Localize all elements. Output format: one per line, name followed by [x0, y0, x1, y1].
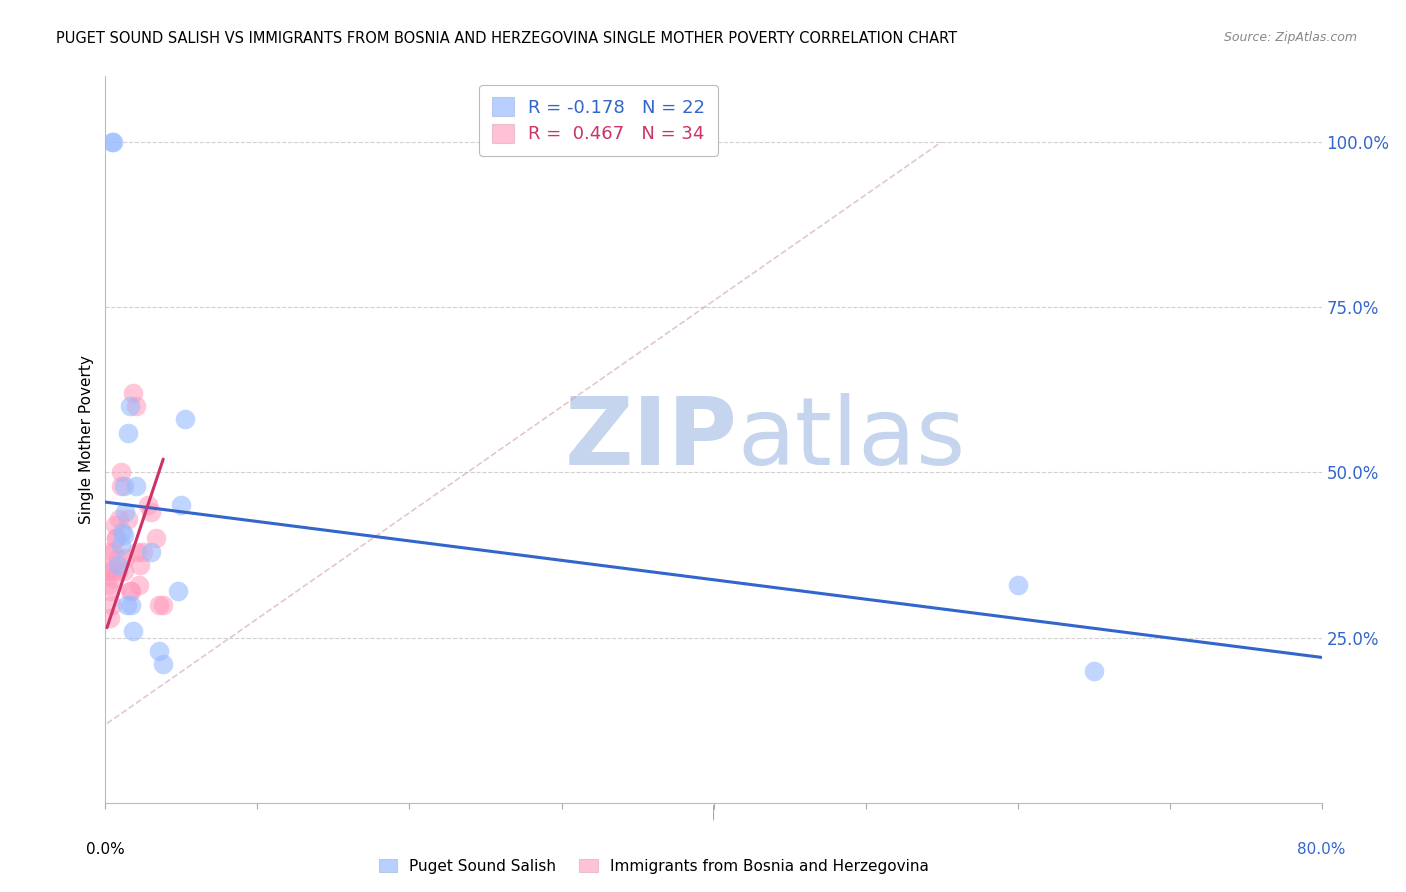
Point	[173, 412, 195, 426]
Point	[112, 528, 135, 542]
Point	[139, 505, 162, 519]
Point	[118, 399, 141, 413]
Point	[120, 598, 142, 612]
Point	[152, 657, 174, 671]
Legend: R = -0.178   N = 22, R =  0.467   N = 34: R = -0.178 N = 22, R = 0.467 N = 34	[479, 85, 717, 156]
Point	[105, 532, 128, 546]
Point	[1083, 664, 1105, 678]
Point	[107, 551, 129, 566]
Point	[100, 565, 122, 579]
Point	[100, 598, 122, 612]
Point	[139, 544, 162, 558]
Point	[112, 478, 135, 492]
Point	[101, 571, 124, 585]
Point	[108, 511, 131, 525]
Point	[120, 584, 142, 599]
Point	[170, 499, 193, 513]
Point	[100, 135, 122, 149]
Text: 80.0%: 80.0%	[1298, 842, 1346, 856]
Text: Source: ZipAtlas.com: Source: ZipAtlas.com	[1223, 31, 1357, 45]
Point	[97, 578, 120, 592]
Point	[167, 584, 190, 599]
Point	[117, 511, 139, 525]
Point	[96, 565, 118, 579]
Point	[105, 532, 128, 546]
Point	[97, 565, 120, 579]
Text: 0.0%: 0.0%	[86, 842, 125, 856]
Text: ZIP: ZIP	[565, 393, 738, 485]
Point	[110, 538, 132, 552]
Point	[117, 425, 139, 440]
Point	[107, 558, 129, 572]
Point	[125, 399, 148, 413]
Point	[114, 551, 136, 566]
Point	[114, 505, 136, 519]
Point	[121, 386, 143, 401]
Point	[118, 584, 141, 599]
Point	[110, 466, 132, 480]
Point	[115, 598, 138, 612]
Point	[127, 544, 149, 558]
Point	[107, 565, 129, 579]
Point	[96, 544, 118, 558]
Y-axis label: Single Mother Poverty: Single Mother Poverty	[79, 355, 94, 524]
Text: atlas: atlas	[738, 393, 966, 485]
Point	[103, 518, 125, 533]
Point	[121, 624, 143, 638]
Point	[101, 135, 124, 149]
Point	[125, 478, 148, 492]
Point	[136, 499, 159, 513]
Point	[145, 532, 167, 546]
Point	[101, 544, 124, 558]
Point	[148, 644, 170, 658]
Point	[148, 598, 170, 612]
Point	[98, 611, 121, 625]
Point	[110, 478, 132, 492]
Point	[1007, 578, 1029, 592]
Point	[111, 524, 134, 539]
Point	[112, 565, 135, 579]
Point	[152, 598, 174, 612]
Point	[129, 558, 152, 572]
Text: PUGET SOUND SALISH VS IMMIGRANTS FROM BOSNIA AND HERZEGOVINA SINGLE MOTHER POVER: PUGET SOUND SALISH VS IMMIGRANTS FROM BO…	[56, 31, 957, 46]
Point	[98, 584, 121, 599]
Point	[128, 578, 150, 592]
Point	[132, 544, 155, 558]
Legend: Puget Sound Salish, Immigrants from Bosnia and Herzegovina: Puget Sound Salish, Immigrants from Bosn…	[373, 853, 935, 880]
